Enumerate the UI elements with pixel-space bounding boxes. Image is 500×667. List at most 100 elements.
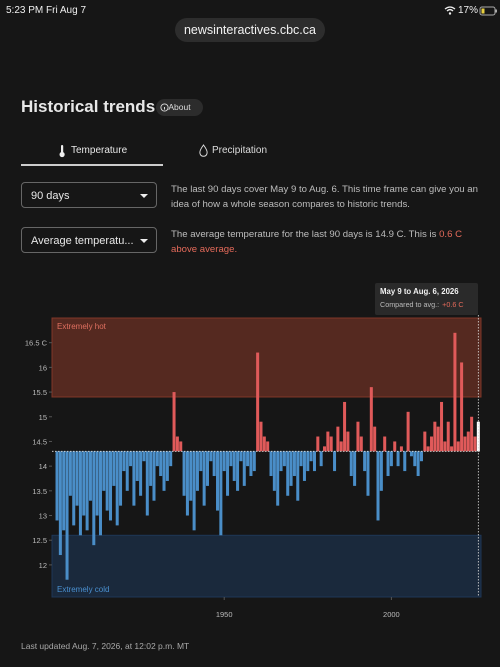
bar [473,436,477,452]
bar [205,451,209,486]
bar [302,451,306,481]
bar [139,451,143,496]
bar [199,451,203,472]
bar [88,451,92,501]
bar [436,426,440,452]
bar [145,451,149,516]
bar [175,436,179,452]
bar [440,401,444,452]
bar [58,451,62,556]
bar [369,387,373,452]
tab-temperature[interactable]: Temperature [71,145,128,156]
bar [433,421,437,452]
url-bar[interactable]: newsinteractives.cbc.ca [175,18,325,42]
tab-precipitation[interactable]: Precipitation [212,145,268,156]
bar [219,451,223,536]
bar [82,451,86,516]
bar [92,451,96,546]
bar [363,451,367,472]
bar [389,451,393,467]
bar [102,451,106,491]
about-button[interactable]: About [156,99,203,116]
bar [456,441,460,452]
bar [326,431,330,452]
bar [276,451,280,506]
tooltip-title: May 9 to Aug. 6, 2026 [380,287,459,296]
chart: Extremely hot Extremely cold 12 12.5 13 13.5 1… [25,283,482,619]
bar [359,436,363,452]
bar [309,451,313,462]
bar [68,451,72,496]
bar [78,451,82,536]
status-date: Fri Aug 7 [46,5,87,16]
x-tick-label: 1950 [216,610,233,619]
info-icon [160,103,169,112]
bar [172,392,176,452]
period-value: 90 days [31,190,70,202]
y-tick-label: 13 [39,512,47,521]
y-tick-label: 16.5 C [25,339,48,348]
bar [319,451,323,467]
bar [312,451,316,472]
bar [105,451,109,511]
bar [349,451,353,477]
bar [366,451,370,496]
bar [386,451,390,477]
bar [259,421,263,452]
band [51,534,482,598]
bar [416,451,420,477]
bar [242,451,246,486]
bar [239,451,243,462]
period-dropdown[interactable]: 90 days [21,182,157,208]
about-label: About [168,102,191,112]
bar [62,451,66,531]
bar [165,451,169,481]
bar [470,416,474,452]
bar [226,451,230,496]
tab-underline [21,164,163,166]
bar [426,446,430,452]
bar [246,451,250,467]
tooltip-label: Compared to avg.: [380,300,439,309]
y-tick-label: 15 [39,413,47,422]
bar [333,451,337,472]
drop-icon [199,144,208,157]
bar [75,451,79,506]
bar [249,451,253,477]
bar [292,451,296,477]
last-updated: Last updated Aug. 7, 2026, at 12:02 p.m.… [21,641,190,651]
bar [65,451,69,580]
bar [236,451,240,491]
bar [279,451,283,472]
y-tick-label: 14.5 [32,437,47,446]
measure-dropdown[interactable]: Average temperatu... [21,227,157,253]
tooltip-value: +0.6 C [442,300,463,309]
x-tick-label: 2000 [383,610,400,619]
bar [202,451,206,506]
bar [125,451,129,491]
bar [162,451,166,491]
bar [466,431,470,452]
bar [383,436,387,452]
bar [149,451,153,486]
bar [185,451,189,516]
bar [98,451,102,536]
bar [296,451,300,501]
bar [266,441,270,452]
bar [262,436,266,452]
bar [460,362,464,452]
bar [419,451,423,462]
bar [353,451,357,486]
bar [95,451,99,516]
bar [446,421,450,452]
bar [159,451,163,477]
y-tick-label: 15.5 [32,388,47,397]
bar [403,451,407,472]
bar [132,451,136,506]
y-tick-label: 16 [39,363,47,372]
bar [463,436,467,452]
bar [476,421,480,452]
bar [299,451,303,467]
bar [195,451,199,491]
